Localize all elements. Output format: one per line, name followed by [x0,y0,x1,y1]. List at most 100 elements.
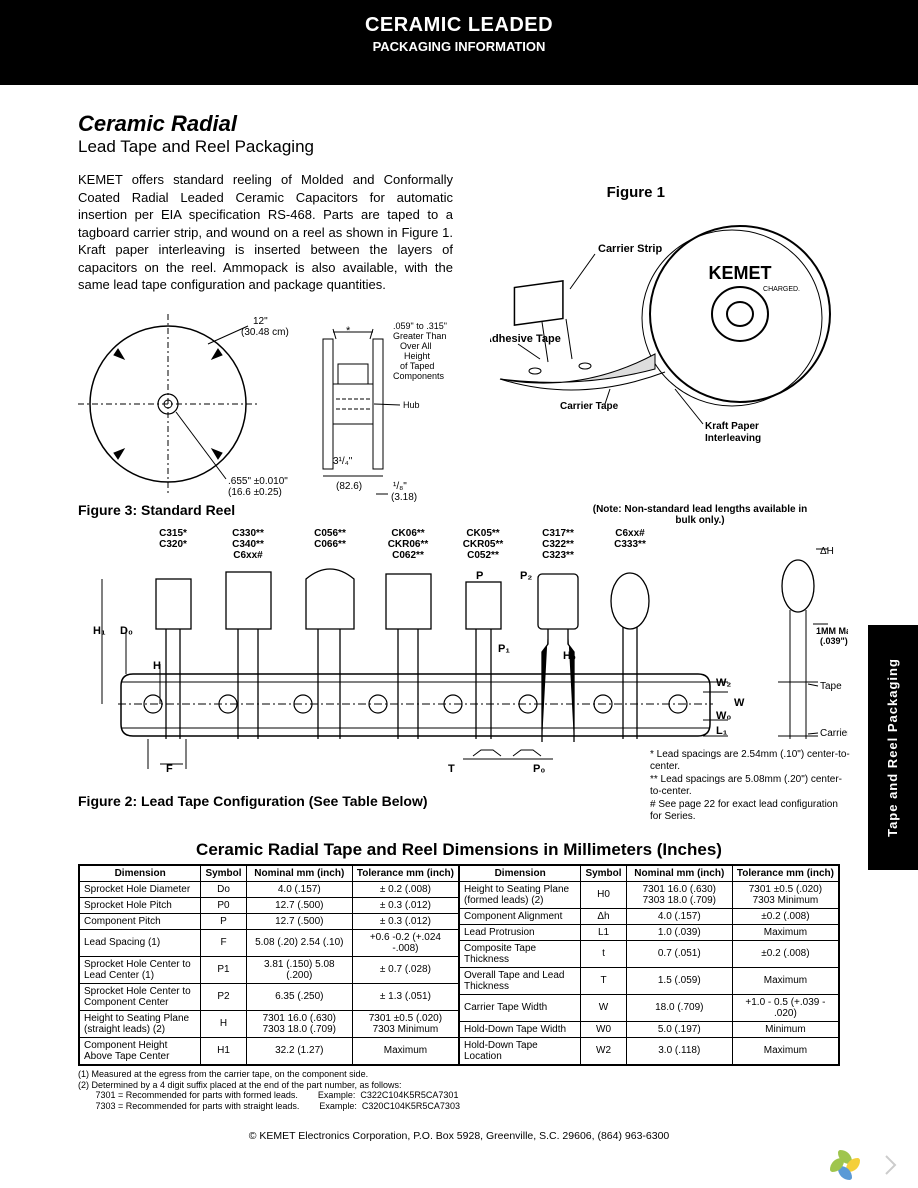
table-row: Sprocket Hole DiameterDo4.0 (.157)± 0.2 … [80,881,459,897]
cell-nom: 5.08 (.20) 2.54 (.10) [246,929,352,956]
bottom-nav [828,1148,908,1182]
table-row: Hold-Down Tape WidthW05.0 (.197)Minimum [460,1021,839,1037]
table-row: Component Height Above Tape CenterH132.2… [80,1037,459,1064]
next-page-button[interactable] [874,1148,908,1182]
svg-text:Adhesive Tape: Adhesive Tape [490,333,561,345]
cell-nom: 3.81 (.150) 5.08 (.200) [246,956,352,983]
svg-text:C6xx#: C6xx# [615,528,645,539]
svg-text:H₀: H₀ [563,650,576,662]
footnote-2: (2) Determined by a 4 digit suffix place… [78,1080,840,1091]
table-row: Sprocket Hole Center to Lead Center (1)P… [80,956,459,983]
svg-text:(82.6): (82.6) [336,481,362,492]
svg-text:Components: Components [393,371,445,381]
cell-sym: W [581,994,626,1021]
home-icon[interactable] [828,1148,862,1182]
svg-text:Carrier: Carrier [820,728,848,739]
cell-sym: F [201,929,246,956]
svg-text:Interleaving: Interleaving [705,433,761,444]
table-row: Overall Tape and Lead ThicknessT1.5 (.05… [460,967,839,994]
svg-text:Over All: Over All [400,341,432,351]
table-row: Carrier Tape WidthW18.0 (.709)+1.0 - 0.5… [460,994,839,1021]
svg-text:C320*: C320* [159,539,187,550]
cell-tol: +0.6 -0.2 (+.024 -.008) [352,929,458,956]
note-a: * Lead spacings are 2.54mm (.10") center… [650,749,850,774]
svg-text:Kraft Paper: Kraft Paper [705,421,759,432]
svg-text:CKR05**: CKR05** [463,539,504,550]
cell-tol: Maximum [732,1037,838,1064]
svg-text:(30.48 cm): (30.48 cm) [241,327,289,338]
cell-tol: ± 1.3 (.051) [352,983,458,1010]
cell-sym: Δh [581,908,626,924]
svg-text:C066**: C066** [314,539,346,550]
cell-tol: Maximum [732,924,838,940]
svg-text:CHARGED.: CHARGED. [763,286,800,293]
cell-sym: L1 [581,924,626,940]
svg-text:1MM Max.: 1MM Max. [816,626,848,636]
svg-text:C056**: C056** [314,528,346,539]
svg-text:CK06**: CK06** [391,528,424,539]
svg-text:P₀: P₀ [533,763,545,775]
cell-dim: Component Height Above Tape Center [80,1037,201,1064]
th-nom: Nominal mm (inch) [246,865,352,881]
svg-text:.655" ±0.010": .655" ±0.010" [228,476,288,487]
section-title: Ceramic Radial [78,111,840,137]
svg-text:CK05**: CK05** [466,528,499,539]
cell-nom: 3.0 (.118) [626,1037,732,1064]
cell-sym: P [201,913,246,929]
svg-text:C323**: C323** [542,550,574,561]
cell-tol: Minimum [732,1021,838,1037]
header-band: CERAMIC LEADED PACKAGING INFORMATION [0,0,918,85]
table-row: Hold-Down Tape LocationW23.0 (.118)Maxim… [460,1037,839,1064]
figure2-area: C315*C320* C330**C340**C6xx# C056**C066*… [78,524,840,834]
cell-tol: 7301 ±0.5 (.020) 7303 Minimum [732,881,838,908]
cell-tol: ± 0.7 (.028) [352,956,458,983]
cell-sym: H [201,1010,246,1037]
table-row: Sprocket Hole PitchP012.7 (.500)± 0.3 (.… [80,897,459,913]
table-row: Component PitchP12.7 (.500)± 0.3 (.012) [80,913,459,929]
th-nom: Nominal mm (inch) [626,865,732,881]
th-dim: Dimension [80,865,201,881]
cell-dim: Lead Spacing (1) [80,929,201,956]
figure3-drawing: 12" (30.48 cm) .655" ±0.010" (16.6 ±0.25… [78,304,478,504]
svg-text:Tape: Tape [820,681,842,692]
svg-text:P: P [476,570,483,582]
svg-text:H₁: H₁ [93,625,106,637]
table-row: Lead Spacing (1)F5.08 (.20) 2.54 (.10)+0… [80,929,459,956]
cell-nom: 7301 16.0 (.630) 7303 18.0 (.709) [626,881,732,908]
cell-sym: t [581,940,626,967]
cell-dim: Overall Tape and Lead Thickness [460,967,581,994]
cell-nom: 1.5 (.059) [626,967,732,994]
cell-dim: Height to Seating Plane (straight leads)… [80,1010,201,1037]
cell-nom: 18.0 (.709) [626,994,732,1021]
cell-tol: ± 0.2 (.008) [352,881,458,897]
th-sym: Symbol [201,865,246,881]
svg-text:(.039"): (.039") [820,636,848,646]
cell-sym: T [581,967,626,994]
svg-text:W₂: W₂ [716,677,731,689]
flower-icon [830,1150,860,1180]
cell-nom: 4.0 (.157) [246,881,352,897]
cell-tol: ± 0.3 (.012) [352,897,458,913]
cell-dim: Component Alignment [460,908,581,924]
footnote-4: 7303 = Recommended for parts with straig… [78,1101,840,1112]
cell-tol: +1.0 - 0.5 (+.039 - .020) [732,994,838,1021]
footnote-1: (1) Measured at the egress from the carr… [78,1069,840,1080]
svg-text:Height: Height [404,351,431,361]
figure3-caption: Figure 3: Standard Reel [78,502,235,518]
svg-text:C330**: C330** [232,528,264,539]
svg-text:KEMET: KEMET [709,263,772,283]
svg-text:C333**: C333** [614,539,646,550]
svg-text:Carrier Strip: Carrier Strip [598,243,662,255]
cell-dim: Height to Seating Plane (formed leads) (… [460,881,581,908]
cell-dim: Sprocket Hole Pitch [80,897,201,913]
cell-sym: H0 [581,881,626,908]
svg-text:T: T [448,763,455,775]
figure1-drawing: KEMET CHARGED. Carrier Strip Adhesive Ta… [490,194,840,514]
header-subtitle: PACKAGING INFORMATION [0,39,918,54]
svg-text:of Taped: of Taped [400,361,434,371]
section-subtitle: Lead Tape and Reel Packaging [78,137,840,157]
table-row: Component AlignmentΔh4.0 (.157)±0.2 (.00… [460,908,839,924]
footer: © KEMET Electronics Corporation, P.O. Bo… [78,1130,840,1142]
dim-table-right: Dimension Symbol Nominal mm (inch) Toler… [459,865,839,1065]
svg-text:L₁: L₁ [716,725,728,737]
